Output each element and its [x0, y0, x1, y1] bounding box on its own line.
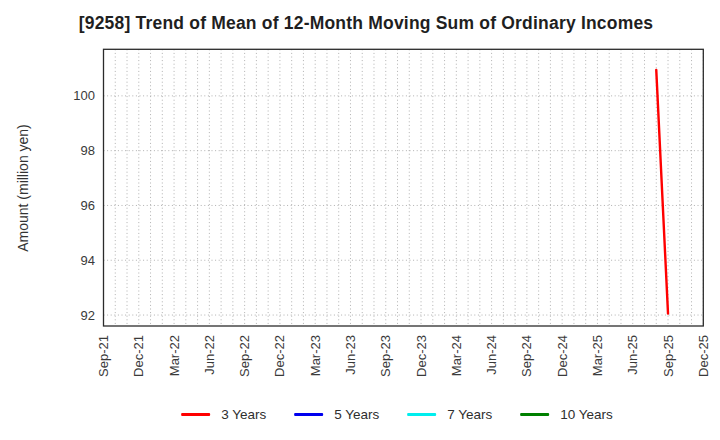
- legend-label: 3 Years: [221, 407, 266, 422]
- legend-line-swatch: [407, 413, 436, 416]
- x-tick-label: Jun-24: [484, 333, 524, 393]
- legend-label: 5 Years: [334, 407, 379, 422]
- legend-label: 7 Years: [447, 407, 492, 422]
- legend-line-swatch: [181, 413, 210, 416]
- legend-line-swatch: [294, 413, 323, 416]
- x-tick-label: Jun-22: [202, 333, 242, 393]
- series-line-3-years: [656, 70, 668, 314]
- x-tick-label: Jun-25: [625, 333, 665, 393]
- x-tick-label: Jun-23: [343, 333, 383, 393]
- legend-item-5-years: 5 Years: [294, 407, 379, 422]
- y-tick-label: 92: [0, 308, 95, 323]
- legend-item-3-years: 3 Years: [181, 407, 266, 422]
- legend-label: 10 Years: [560, 407, 613, 422]
- legend: 3 Years 5 Years 7 Years 10 Years: [181, 407, 613, 422]
- legend-item-7-years: 7 Years: [407, 407, 492, 422]
- axes-frame: [104, 49, 704, 326]
- x-tick-label: Dec-25: [696, 333, 720, 393]
- legend-item-10-years: 10 Years: [520, 407, 613, 422]
- y-tick-label: 94: [0, 253, 95, 268]
- y-tick-label: 100: [0, 88, 95, 103]
- legend-line-swatch: [520, 413, 549, 416]
- chart-figure: [9258] Trend of Mean of 12-Month Moving …: [0, 0, 720, 440]
- y-tick-label: 98: [0, 143, 95, 158]
- y-tick-label: 96: [0, 198, 95, 213]
